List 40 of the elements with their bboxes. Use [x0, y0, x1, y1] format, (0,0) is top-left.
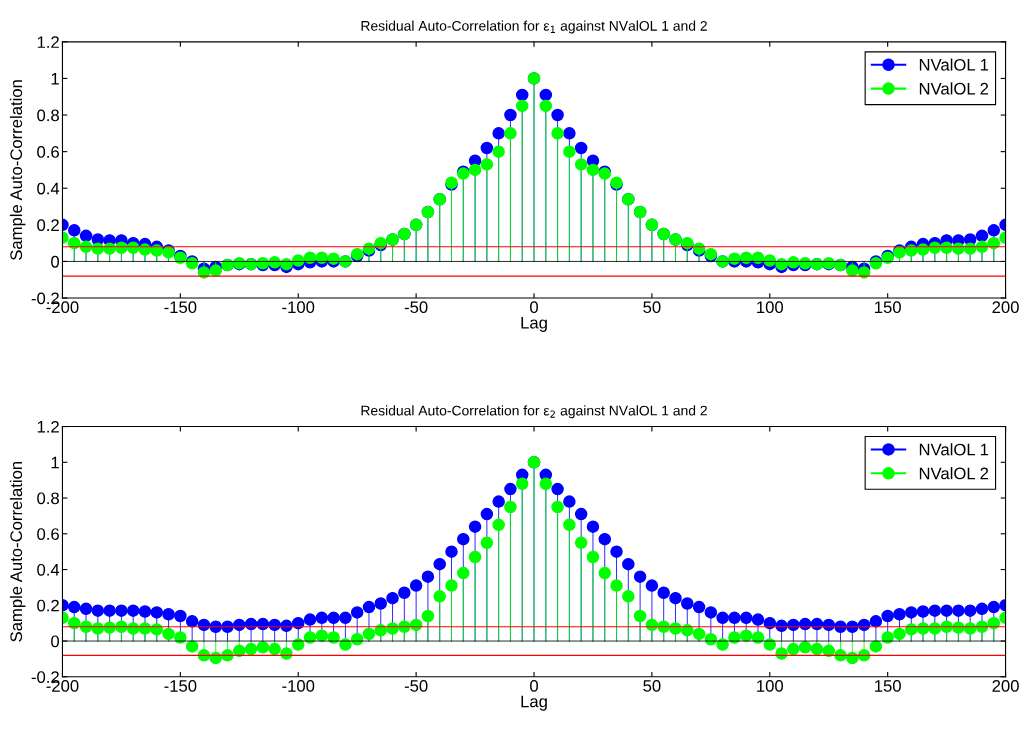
x-tick-label: -50	[404, 301, 428, 314]
x-tick-label: 200	[992, 680, 1019, 692]
y-tick-label: 0.2	[37, 599, 59, 612]
y-tick-label: 0.4	[37, 563, 60, 576]
x-tick-label: 0	[530, 301, 538, 314]
x-tick-label: -100	[282, 680, 315, 692]
y-tick-label: 1.2	[37, 36, 59, 48]
legend-label: NValOL 2	[919, 467, 989, 480]
y-tick-label: 1	[51, 456, 59, 469]
y-axis-title: Sample Auto-Correlation	[9, 80, 26, 260]
x-tick-label: 50	[643, 301, 661, 314]
legend-label: NValOL 1	[919, 58, 989, 71]
x-tick-label: 150	[875, 680, 901, 692]
y-axis-title: Sample Auto-Correlation	[9, 461, 26, 642]
chart-title: Residual Auto-Correlation for ε$_{1}$ against NValOL 1 and 2	[361, 20, 707, 34]
y-tick-label: 0	[51, 635, 60, 648]
x-tick-label: 200	[992, 301, 1019, 314]
y-tick-label: 0.8	[37, 109, 59, 122]
x-tick-label: 100	[757, 301, 784, 314]
x-tick-label: -150	[164, 301, 197, 314]
x-tick-label: 0	[530, 680, 538, 692]
x-axis-title: Lag	[521, 316, 547, 332]
x-tick-label: 100	[757, 680, 784, 692]
x-axis-title: Lag	[521, 695, 547, 711]
x-tick-label: 50	[643, 680, 661, 692]
y-tick-label: 0.2	[37, 219, 59, 232]
y-tick-label: 0.4	[37, 182, 60, 195]
legend-label: NValOL 1	[919, 443, 989, 456]
legend-label: NValOL 2	[919, 82, 989, 95]
x-tick-label: -100	[282, 301, 315, 314]
y-tick-label: 1	[51, 73, 59, 85]
x-tick-label: 150	[875, 301, 901, 314]
y-tick-label: 0.8	[37, 492, 59, 505]
y-tick-label: 0.6	[37, 146, 59, 158]
x-tick-label: -150	[164, 680, 197, 692]
y-tick-label: 0.6	[37, 528, 59, 540]
x-tick-label: -50	[404, 680, 428, 692]
chart-title: Residual Auto-Correlation for ε$_{2}$ against NValOL 1 and 2	[361, 405, 707, 419]
y-tick-label: 1.2	[37, 420, 59, 433]
y-tick-label: 0	[51, 255, 60, 268]
